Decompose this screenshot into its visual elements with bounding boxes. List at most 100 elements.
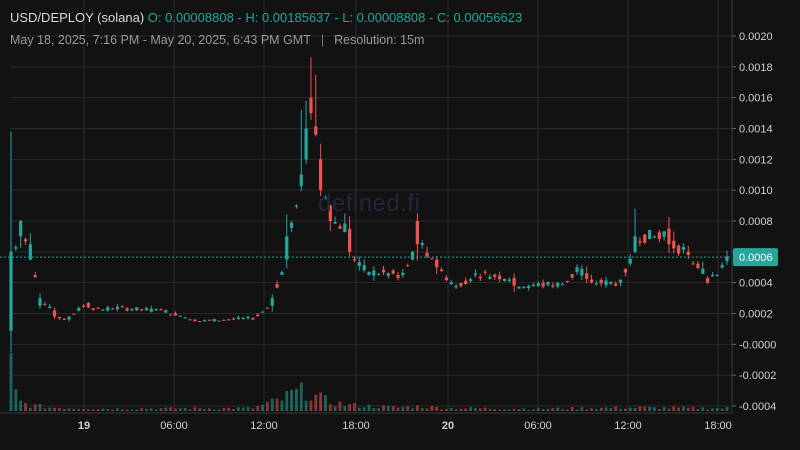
candle-body <box>507 279 511 282</box>
volume-bar <box>614 406 618 411</box>
volume-bar <box>256 405 260 411</box>
candle-body <box>236 317 240 320</box>
volume-bar <box>624 408 627 411</box>
candle-body <box>19 221 23 237</box>
candle-body <box>309 97 313 114</box>
volume-bar <box>454 409 458 411</box>
candle-body <box>91 308 95 310</box>
candle-body <box>565 280 569 282</box>
symbol-title: USD/DEPLOY (solana) <box>10 10 145 25</box>
volume-bar <box>720 408 724 411</box>
volume-bar <box>672 406 676 411</box>
volume-bar <box>348 404 352 411</box>
volume-bar <box>706 409 710 411</box>
volume-bar <box>198 408 202 411</box>
candle-body <box>212 319 216 322</box>
candle-body <box>396 274 400 279</box>
volume-bar <box>314 394 318 411</box>
volume-bar <box>469 407 472 411</box>
volume-bar <box>77 408 81 411</box>
candle-body <box>430 258 434 260</box>
volume-bar <box>164 407 168 411</box>
volume-bar <box>440 409 443 411</box>
volume-bar <box>517 409 521 411</box>
volume-bar <box>604 407 608 411</box>
volume-bar <box>261 404 264 411</box>
volume-bar <box>425 408 429 411</box>
volume-bar <box>246 407 250 411</box>
volume-bar <box>319 392 323 411</box>
candle-body <box>86 302 91 308</box>
current-price-tag: 0.0006 <box>733 248 778 267</box>
volume-bar <box>299 382 303 411</box>
x-tick-label: 20 <box>442 420 454 432</box>
candle-body <box>594 283 598 285</box>
candle-body <box>701 268 705 274</box>
volume-bar <box>328 404 332 411</box>
candle-body <box>502 278 507 281</box>
candle-body <box>52 310 57 317</box>
candle-body <box>541 282 545 287</box>
volume-bar <box>203 408 206 411</box>
candle-body <box>130 309 134 311</box>
candle-body <box>696 263 700 268</box>
candle-body <box>72 313 76 315</box>
volume-bar <box>391 406 395 411</box>
candle-body <box>643 234 647 243</box>
volume-bar <box>633 407 637 411</box>
candle-body <box>198 321 202 323</box>
volume-bar <box>357 407 361 411</box>
volume-bar <box>338 401 342 411</box>
candle-body <box>575 267 579 272</box>
candle-body <box>256 314 260 317</box>
y-tick-label: -0.0004 <box>739 401 776 413</box>
volume-bar <box>474 408 477 411</box>
chart-header: USD/DEPLOY (solana) O: 0.00008808 - H: 0… <box>10 10 522 25</box>
volume-bar <box>396 407 400 411</box>
candle-body <box>188 319 192 321</box>
candle-body <box>623 269 628 273</box>
candle-body <box>149 308 153 312</box>
volume-bar <box>653 407 656 411</box>
volume-bar <box>406 406 410 411</box>
volume-bar <box>135 409 139 411</box>
volume-bar <box>619 408 622 411</box>
volume-bar <box>9 353 13 411</box>
volume-bar <box>691 406 695 411</box>
volume-bar <box>590 408 593 411</box>
candles <box>9 57 729 353</box>
volume-bars <box>9 353 729 411</box>
candle-body <box>381 269 386 273</box>
volume-bar <box>251 408 255 411</box>
volume-bar <box>372 408 376 411</box>
y-tick-label: 0.0008 <box>739 216 773 228</box>
candle-body <box>241 318 245 320</box>
volume-bar <box>178 408 182 411</box>
volume-bar <box>33 404 37 411</box>
current-price-label: 0.0006 <box>739 252 773 264</box>
candle-body <box>522 286 526 288</box>
candle-body <box>614 283 618 286</box>
candle-body <box>652 236 657 238</box>
volume-bar <box>232 409 235 411</box>
y-tick-label: 0.0010 <box>739 185 773 197</box>
volume-bar <box>512 408 516 411</box>
volume-bar <box>498 409 502 411</box>
candle-body <box>512 278 516 286</box>
x-tick-label: 18:00 <box>704 420 732 432</box>
candle-body <box>193 319 197 322</box>
grid <box>10 0 731 413</box>
candle-body <box>319 159 323 191</box>
candle-body <box>599 279 603 284</box>
candle-body <box>222 319 226 321</box>
candle-body <box>231 318 236 320</box>
candle-body <box>386 273 390 276</box>
candle-body <box>357 262 361 267</box>
candle-body <box>589 279 594 283</box>
volume-bar <box>28 407 32 411</box>
candle-body <box>706 278 710 283</box>
volume-bar <box>420 408 424 411</box>
volume-bar <box>275 398 279 411</box>
candle-body <box>202 319 207 321</box>
